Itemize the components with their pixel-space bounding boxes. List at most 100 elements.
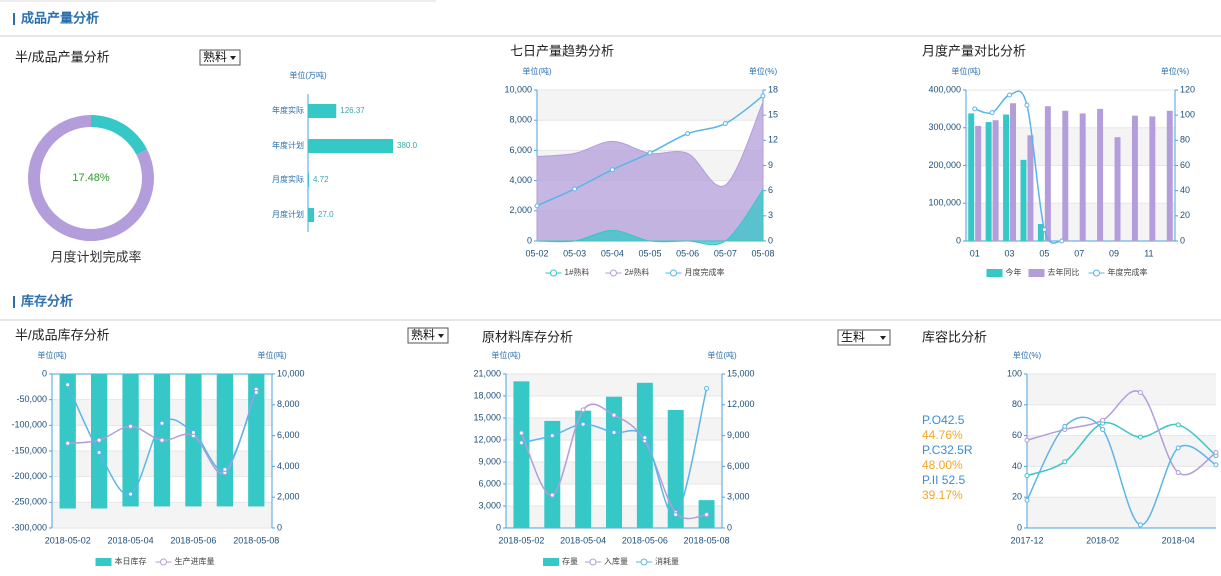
bar [1044,106,1051,241]
y-tick-label: 0 [956,235,961,245]
bar [1062,110,1069,241]
y-tick-label: 60 [1012,430,1022,440]
category-label: 年度实际 [272,105,304,115]
point [65,440,71,446]
bar [544,420,561,528]
point [1175,445,1181,451]
value-label: 126.37 [340,106,365,115]
value-label: 380.0 [397,141,418,150]
y2-tick-label: 0 [1180,235,1185,245]
chart-title: 半/成品库存分析 [15,327,110,342]
bar [1003,114,1010,241]
bar [1131,115,1138,241]
x-tick-label: 05-05 [638,248,661,258]
y-tick-label: 18,000 [473,390,501,400]
y2-tick-label: 6 [768,185,773,195]
bar [968,113,975,241]
grid-band [966,203,1175,241]
grid-band [1027,374,1216,405]
y-tick-label: 8,000 [509,115,532,125]
y-tick-label: 4,000 [509,175,532,185]
dropdown-value: 生料 [841,330,865,344]
point [549,492,555,498]
x-tick-label: 2018-05-04 [560,535,606,545]
bar [1114,137,1121,241]
bar [575,410,592,528]
point [1213,462,1219,468]
x-tick-label: 2018-04 [1162,535,1195,545]
dropdown-box [837,329,891,346]
point [1041,227,1047,233]
y2-tick-label: 9,000 [727,430,750,440]
dropdown-arrow [230,56,236,60]
x-tick-label: 05-06 [676,248,699,258]
point [128,491,134,497]
bar [308,139,393,153]
y-tick-label: 20 [1012,492,1022,502]
y2-tick-label: 18 [768,84,778,94]
y-tick-label: -100,000 [11,420,47,430]
donut-caption: 月度计划完成率 [50,249,141,264]
y-tick-label: 9,000 [478,456,501,466]
point [647,150,653,156]
y-unit-label: 单位(吨) [491,350,521,360]
bar [1149,116,1156,241]
y2-unit-label: 单位(%) [1161,66,1190,76]
legend-swatch [543,558,559,566]
y-tick-label: 10,000 [504,84,532,94]
y-unit-label: 单位(%) [1013,350,1042,360]
area [536,101,764,242]
point [128,423,134,429]
legend-label: 1#熟料 [565,267,590,277]
bar [1027,135,1034,241]
legend-swatch [95,558,112,566]
y-tick-label: 100,000 [928,198,961,208]
y2-tick-label: 2,000 [277,492,300,502]
x-tick-label: 2018-05-02 [498,535,544,545]
point [989,110,995,116]
legend-swatch [589,558,597,566]
y-tick-label: -200,000 [11,471,47,481]
chart-title: 月度产量对比分析 [922,43,1026,58]
x-tick-label: 2018-05-02 [45,535,91,545]
dropdown[interactable]: 熟料 [199,49,241,66]
y-tick-label: 300,000 [928,122,961,132]
bar [1010,103,1017,242]
legend-label: 入库量 [604,556,628,566]
legend-swatch [160,558,167,566]
y2-tick-label: 120 [1180,84,1195,94]
y-unit-label: 单位(吨) [37,350,67,360]
legend-label: 月度完成率 [685,267,725,277]
legend-swatch [640,558,648,566]
point [1137,522,1143,528]
x-tick-label: 2018-05-08 [684,535,730,545]
point [1059,238,1065,244]
y-tick-label: 40 [1012,461,1022,471]
y-tick-label: 21,000 [473,368,501,378]
y-unit-label: 单位(吨) [522,66,552,76]
grid-band [506,374,722,396]
y2-tick-label: 12,000 [727,399,755,409]
y2-tick-label: 0 [768,235,773,245]
y-tick-label: 100 [1007,368,1022,378]
point [253,389,259,395]
bar [667,409,684,528]
y-tick-label: -300,000 [11,522,47,532]
grid-band [537,90,763,121]
y-tick-label: 200,000 [928,160,961,170]
x-tick-label: 05-03 [563,248,586,258]
point [972,106,978,112]
y-tick-label: 2,000 [509,205,532,215]
line [1026,421,1217,477]
point [611,430,617,436]
legend-label: 存量 [562,556,578,566]
point [580,421,586,427]
point [1213,450,1219,456]
x-tick-label: 2018-05-04 [108,535,154,545]
bar [636,382,653,528]
value-label: 27.0 [318,210,334,219]
bar [216,374,233,507]
dropdown[interactable]: 熟料 [407,327,449,344]
dropdown[interactable]: 生料 [837,329,891,346]
point [1007,92,1013,98]
